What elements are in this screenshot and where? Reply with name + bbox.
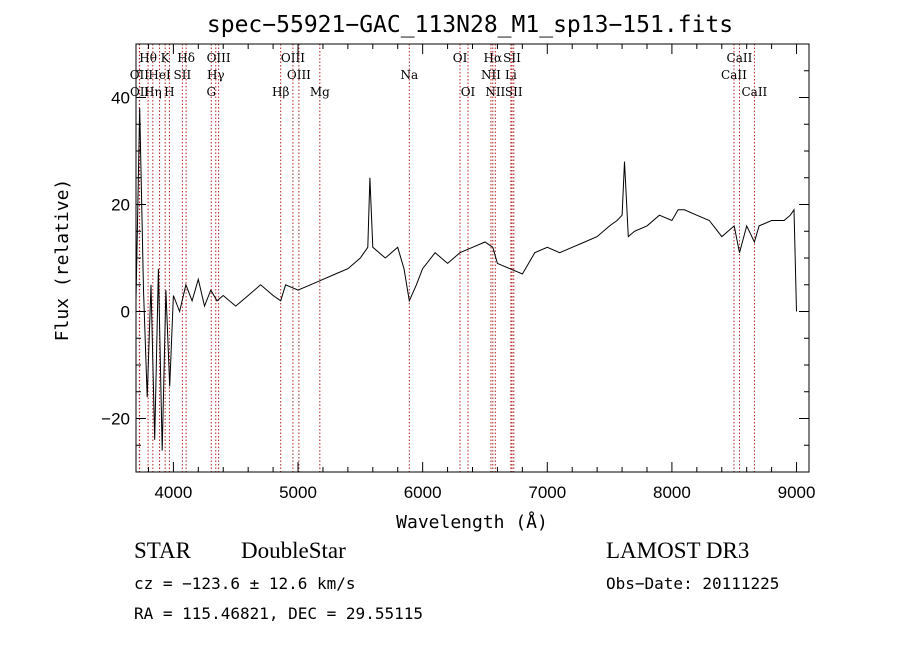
chart-title: spec−55921−GAC_113N28_M1_sp13−151.fits [207,12,733,38]
line-label-17: CaII [721,68,747,82]
line-label-14: Na [400,68,418,82]
plot-frame [135,43,810,473]
x-tick-label: 6000 [404,483,442,502]
object-class: STAR [134,538,192,563]
line-label-15: NII [481,68,501,82]
line-label-24: OI [461,85,476,99]
coordinates: RA = 115.46821, DEC = 29.55115 [134,604,423,623]
spectral-line-markers [138,44,755,472]
x-tick-label: 9000 [778,483,816,502]
x-axis-label: Wavelength (Å) [396,511,548,533]
y-axis-label: Flux (relative) [52,179,73,342]
line-label-11: SII [174,68,192,82]
object-subclass: DoubleStar [241,538,346,563]
x-axis-ticks: 4000 5000 6000 7000 8000 9000 [147,44,816,502]
line-label-16: Li [505,68,517,82]
line-label-13: OIII [287,68,311,82]
line-label-22: Hβ [272,85,289,99]
line-label-20: H [164,85,174,99]
line-label-26: SII [505,85,523,99]
line-label-25: NII [485,85,505,99]
line-label-0: Hθ [139,51,157,65]
survey-name: LAMOST DR3 [606,538,749,563]
line-label-27: CaII [741,85,767,99]
line-label-23: Mg [310,85,330,99]
line-label-10: HeI [148,68,171,82]
spectrum-series-line [135,108,797,451]
x-tick-label: 4000 [154,483,192,502]
line-label-4: OIII [281,51,305,65]
y-tick-label: −20 [101,410,130,429]
x-tick-label: 7000 [528,483,566,502]
line-label-21: G [206,85,216,99]
line-label-9: OII [130,68,150,82]
line-label-5: OI [453,51,468,65]
redshift-velocity: cz = −123.6 ± 12.6 km/s [134,574,356,593]
y-tick-label: 0 [121,303,130,322]
line-label-6: Hα [484,51,503,65]
x-tick-label: 8000 [653,483,691,502]
line-label-8: CaII [727,51,753,65]
y-tick-label: 20 [111,196,130,215]
line-label-3: OIII [207,51,231,65]
observation-date: Obs−Date: 20111225 [606,574,779,593]
line-label-2: Hδ [177,51,195,65]
line-label-18: OII [130,85,150,99]
line-label-7: SII [503,51,521,65]
line-label-12: Hγ [207,68,225,82]
line-label-1: K [161,51,171,65]
y-axis-ticks: −20 0 20 40 [101,70,809,446]
line-label-19: Hη [144,85,162,99]
y-tick-label: 40 [111,89,130,108]
x-tick-label: 5000 [279,483,317,502]
